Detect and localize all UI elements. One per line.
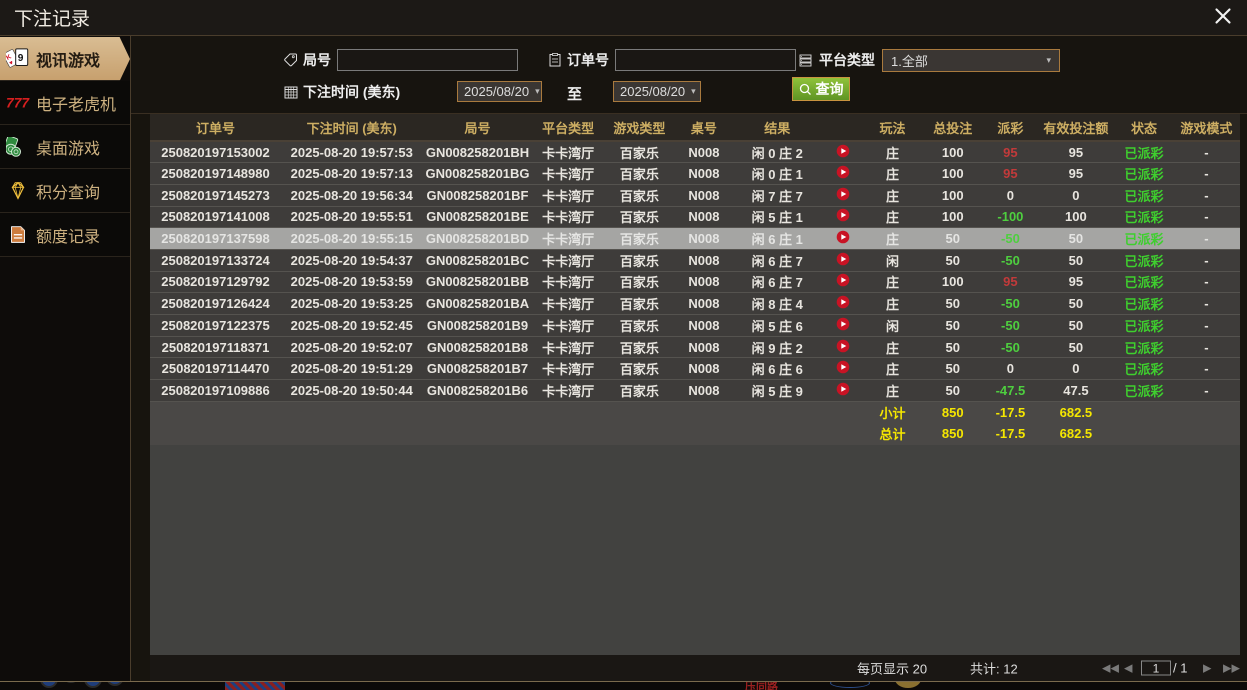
- svg-text:777: 777: [6, 94, 30, 110]
- svg-text:9: 9: [18, 52, 24, 63]
